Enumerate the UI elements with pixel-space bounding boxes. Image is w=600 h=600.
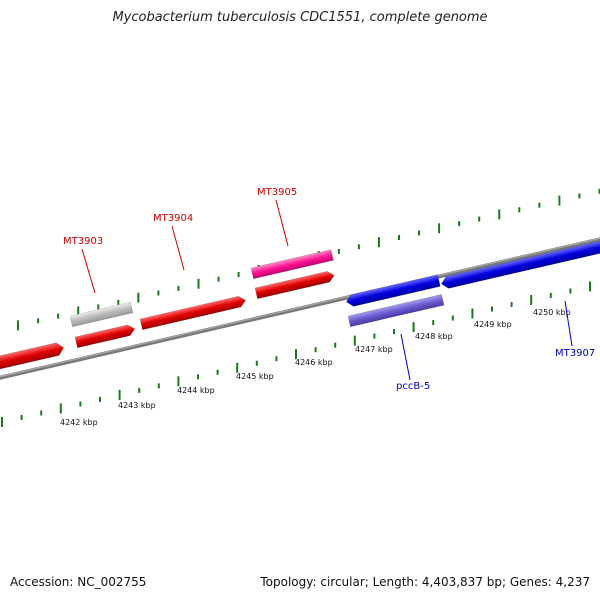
scale-label: 4250 kbp bbox=[533, 308, 571, 317]
accession-text: Accession: NC_002755 bbox=[10, 575, 147, 589]
scale-label: 4244 kbp bbox=[177, 386, 215, 395]
scale-label: 4245 kbp bbox=[236, 372, 274, 381]
gene-arrow-mt3904[interactable] bbox=[139, 295, 247, 331]
gene-arrow-left-edge-shape bbox=[0, 342, 64, 371]
gene-block-pccb5-shape bbox=[347, 294, 445, 328]
gene-arrow-pccb5-shape bbox=[346, 274, 441, 307]
gene-arrow-pccb5[interactable] bbox=[345, 274, 441, 308]
gene-block-gray[interactable] bbox=[69, 301, 134, 328]
gene-label-mt3905[interactable]: MT3905 bbox=[257, 187, 297, 198]
gene-block-mt3905-shape bbox=[250, 249, 334, 280]
gene-label-pccb-5[interactable]: pccB-5 bbox=[396, 381, 430, 392]
map-title: Mycobacterium tuberculosis CDC1551, comp… bbox=[112, 10, 488, 25]
genome-stats-text: Topology: circular; Length: 4,403,837 bp… bbox=[260, 575, 590, 589]
gene-arrow-mt3907[interactable] bbox=[440, 239, 600, 290]
leader-line-pccb-5 bbox=[400, 333, 411, 381]
gene-arrow-mt3903[interactable] bbox=[74, 324, 136, 349]
genome-backbone bbox=[0, 237, 600, 380]
gene-arrow-mt3905-shape bbox=[254, 271, 335, 300]
genome-backbone-highlight bbox=[0, 237, 600, 378]
leader-line-mt3905 bbox=[275, 199, 289, 247]
gene-arrow-mt3903-shape bbox=[74, 324, 136, 349]
leader-line-mt3904 bbox=[171, 225, 185, 271]
gene-label-mt3904[interactable]: MT3904 bbox=[153, 213, 193, 224]
gene-arrow-mt3904-shape bbox=[139, 296, 246, 331]
leader-line-mt3907 bbox=[564, 300, 573, 347]
scale-label: 4246 kbp bbox=[295, 358, 333, 367]
gene-label-mt3903[interactable]: MT3903 bbox=[63, 236, 103, 247]
scale-label: 4247 kbp bbox=[355, 345, 393, 354]
gene-arrow-mt3907-shape bbox=[441, 239, 600, 289]
scale-label: 4243 kbp bbox=[118, 401, 156, 410]
leader-line-mt3903 bbox=[81, 248, 96, 294]
scale-label: 4242 kbp bbox=[60, 418, 98, 427]
scale-label: 4249 kbp bbox=[474, 320, 512, 329]
gene-arrow-mt3905[interactable] bbox=[254, 270, 335, 300]
gene-label-mt3907[interactable]: MT3907 bbox=[555, 348, 595, 359]
gene-block-mt3905[interactable] bbox=[250, 249, 334, 280]
gene-arrow-left-edge[interactable] bbox=[0, 341, 65, 371]
gene-block-pccb5[interactable] bbox=[347, 294, 445, 328]
scale-label: 4248 kbp bbox=[415, 332, 453, 341]
gene-block-gray-shape bbox=[69, 301, 134, 328]
inner-scale-ticks bbox=[1, 281, 591, 427]
